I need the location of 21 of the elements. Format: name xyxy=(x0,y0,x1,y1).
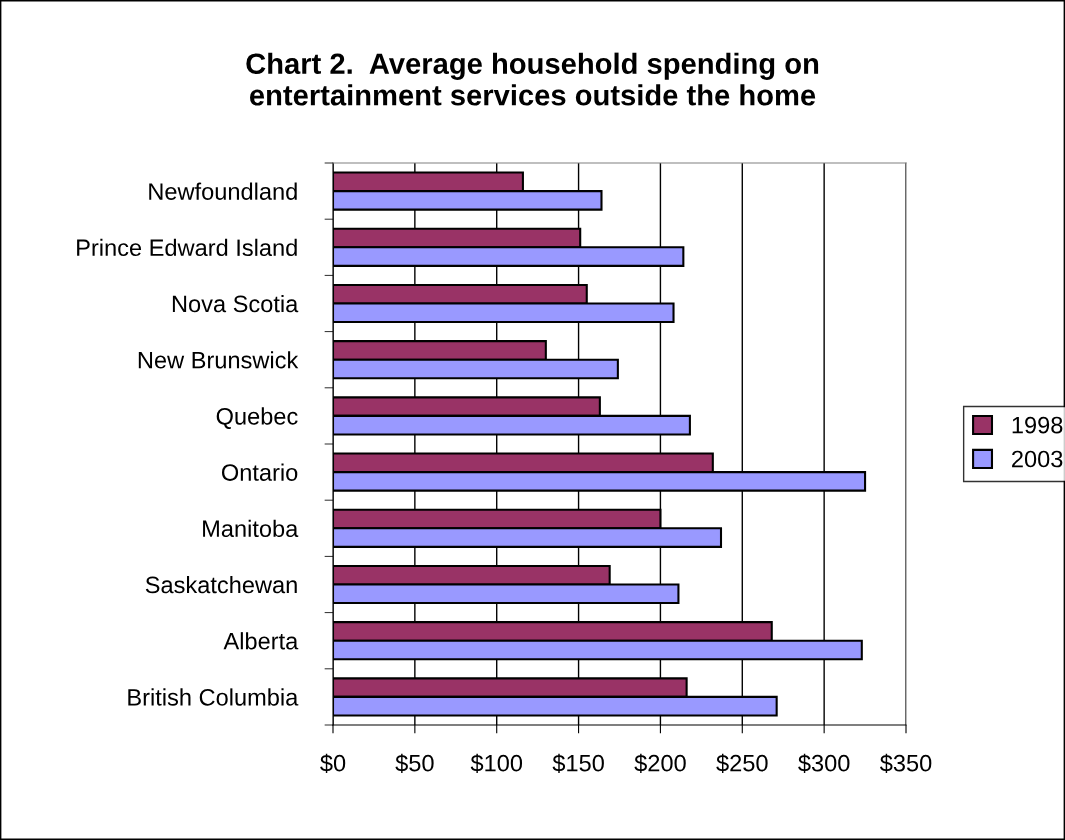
y-tick-label: Ontario xyxy=(221,463,298,481)
chart-title: Chart 2. Average household spending on entertainment services outside the home xyxy=(246,52,819,106)
y-tick-label: Saskatchewan xyxy=(145,575,297,594)
legend-label: 2003 xyxy=(1012,450,1063,468)
x-tick-label: $300 xyxy=(798,753,850,773)
y-tick-label: Prince Edward Island xyxy=(77,238,297,257)
y-tick-label: British Columbia xyxy=(128,688,299,706)
legend-label: 1998 xyxy=(1012,416,1063,434)
x-tick-label: $250 xyxy=(716,753,768,773)
x-tick-label: $350 xyxy=(879,753,932,773)
y-tick-label: Newfoundland xyxy=(149,182,297,200)
x-tick-label: $50 xyxy=(395,753,434,773)
x-tick-label: $100 xyxy=(470,753,523,773)
x-tick-label: $200 xyxy=(634,753,686,773)
y-tick-label: New Brunswick xyxy=(138,351,299,369)
x-tick-label: $0 xyxy=(320,753,346,773)
y-tick-label: Manitoba xyxy=(203,519,299,538)
x-tick-label: $150 xyxy=(552,753,604,773)
y-tick-label: Nova Scotia xyxy=(172,294,299,313)
y-tick-label: Alberta xyxy=(223,632,299,650)
y-tick-label: Quebec xyxy=(216,407,298,429)
